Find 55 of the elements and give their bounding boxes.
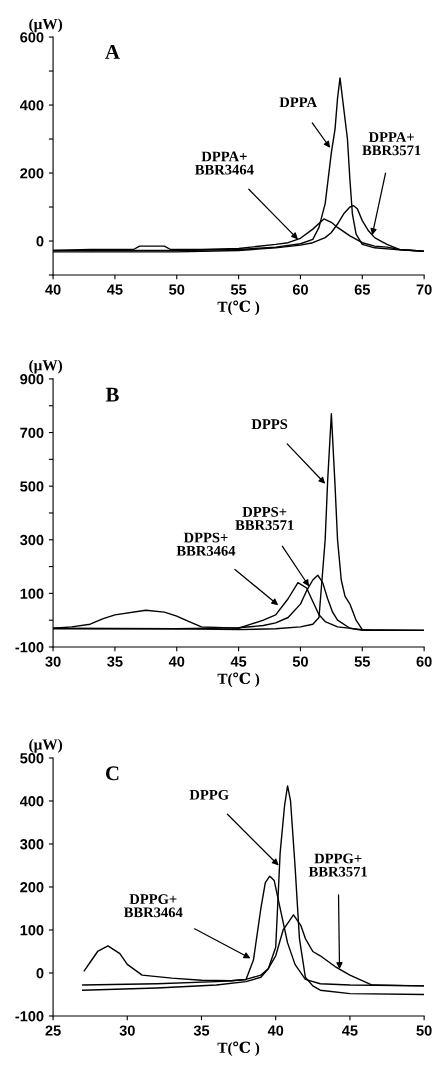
y-tick-label: 300 bbox=[20, 839, 44, 850]
annotation: DPPG+ BBR3571 bbox=[308, 853, 367, 877]
chart-title: C bbox=[105, 766, 119, 781]
x-tick-label: 45 bbox=[342, 1025, 358, 1036]
y-tick-label: 900 bbox=[20, 374, 44, 385]
x-tick-label: 30 bbox=[45, 656, 61, 667]
x-tick-label: 30 bbox=[119, 1025, 135, 1036]
y-tick-label: 300 bbox=[20, 534, 44, 546]
x-tick-label: 55 bbox=[354, 656, 370, 667]
y-tick-label: 700 bbox=[20, 427, 44, 438]
chart-title: B bbox=[105, 387, 119, 402]
annotation: DPPS+ BBR3464 bbox=[176, 532, 236, 556]
x-tick-label: 40 bbox=[267, 1025, 284, 1036]
x-tick-label: 45 bbox=[230, 656, 247, 667]
y-axis-title: (μW) bbox=[29, 738, 63, 753]
y-axis-title: (μW) bbox=[29, 359, 63, 374]
annotation: DPPA+ BBR3571 bbox=[362, 132, 421, 156]
x-tick-label: 45 bbox=[107, 284, 123, 295]
x-tick-label: 25 bbox=[45, 1025, 61, 1036]
x-tick-label: 55 bbox=[230, 284, 247, 295]
x-axis-title: T(℃ ) bbox=[217, 1041, 260, 1057]
annotation: DPPS+ BBR3571 bbox=[235, 506, 294, 531]
y-tick-label: 0 bbox=[36, 236, 44, 247]
x-tick-label: 70 bbox=[416, 284, 432, 295]
annotation: DPPG bbox=[189, 789, 229, 800]
y-tick-label: 500 bbox=[20, 481, 44, 492]
annotation: DPPS bbox=[251, 419, 288, 430]
y-axis-title: (μW) bbox=[29, 18, 63, 33]
x-tick-label: 35 bbox=[193, 1025, 210, 1036]
x-tick-label: 50 bbox=[416, 1025, 432, 1036]
annotation: DPPA bbox=[279, 97, 317, 107]
y-tick-label: 100 bbox=[20, 925, 44, 936]
y-tick-label: 600 bbox=[20, 32, 44, 43]
y-tick-label: 200 bbox=[20, 168, 44, 179]
chart-title: A bbox=[105, 44, 120, 59]
x-tick-label: 60 bbox=[416, 656, 432, 667]
x-axis-title: T(℃ ) bbox=[217, 300, 260, 316]
y-tick-label: 400 bbox=[19, 100, 44, 111]
y-tick-label: -100 bbox=[15, 642, 44, 653]
y-tick-label: 400 bbox=[19, 796, 44, 807]
x-tick-label: 60 bbox=[292, 284, 308, 295]
x-tick-label: 50 bbox=[169, 284, 185, 295]
annotation: DPPA+ BBR3464 bbox=[195, 151, 254, 175]
y-tick-label: 100 bbox=[20, 588, 44, 599]
x-tick-label: 50 bbox=[292, 656, 308, 667]
y-tick-label: -100 bbox=[15, 1011, 44, 1022]
x-tick-label: 65 bbox=[354, 284, 370, 295]
x-tick-label: 35 bbox=[107, 656, 123, 667]
y-tick-label: 500 bbox=[20, 753, 44, 764]
y-tick-label: 200 bbox=[20, 882, 44, 893]
x-tick-label: 40 bbox=[168, 656, 185, 667]
y-tick-label: 0 bbox=[36, 968, 44, 979]
x-tick-label: 40 bbox=[45, 284, 61, 295]
x-axis-title: T(℃ ) bbox=[217, 672, 260, 688]
annotation: DPPG+ BBR3464 bbox=[123, 894, 183, 918]
